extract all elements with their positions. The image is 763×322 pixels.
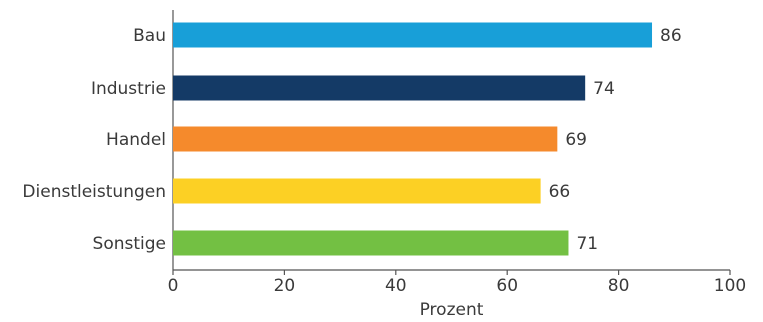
value-label: 74 <box>593 79 615 99</box>
category-labels-group: Bau Industrie Handel Dienstleistungen Sonsti… <box>22 26 166 254</box>
category-label: Handel <box>106 130 166 150</box>
bar-sonstige <box>173 230 569 256</box>
x-tick-label: 40 <box>385 276 407 296</box>
bar-dienstleistungen <box>173 178 541 204</box>
value-label: 86 <box>660 26 682 46</box>
x-tick-label: 80 <box>608 276 630 296</box>
value-label: 69 <box>565 130 587 150</box>
x-tick-label: 60 <box>496 276 518 296</box>
x-tick-label: 100 <box>714 276 746 296</box>
category-label: Industrie <box>91 79 166 99</box>
x-tick-label: 0 <box>168 276 179 296</box>
x-axis-title: Prozent <box>420 300 484 320</box>
category-label: Sonstige <box>93 234 166 254</box>
x-tick-label: 20 <box>274 276 296 296</box>
category-label: Bau <box>133 26 166 46</box>
x-ticks-group: 0 20 40 60 80 100 <box>168 270 746 296</box>
category-label: Dienstleistungen <box>22 182 166 202</box>
value-label: 66 <box>549 182 571 202</box>
bar-industrie <box>173 75 586 101</box>
bars-group <box>173 22 653 256</box>
bar-bau <box>173 22 653 48</box>
value-label: 71 <box>576 234 598 254</box>
value-labels-group: 86 74 69 66 71 <box>549 26 682 254</box>
bar-handel <box>173 126 558 152</box>
